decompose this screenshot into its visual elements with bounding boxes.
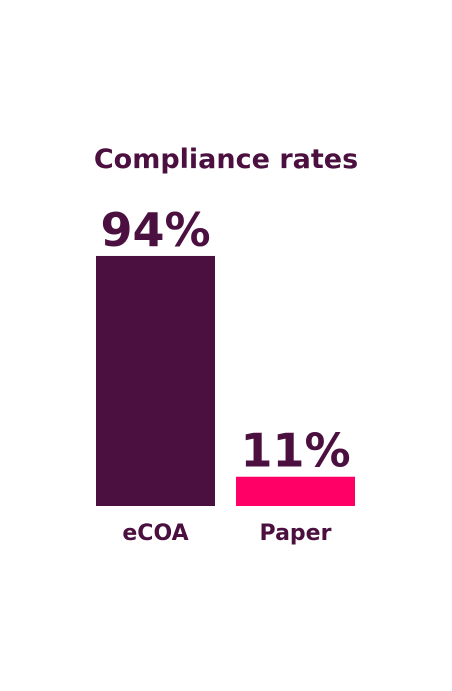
chart-title: Compliance rates	[94, 144, 358, 175]
value-labels-group: 94% 11%	[100, 203, 350, 478]
bar-paper	[236, 476, 355, 506]
value-label-paper: 11%	[240, 424, 350, 478]
bars-group	[96, 255, 355, 506]
category-labels-group: eCOA Paper	[122, 521, 331, 546]
value-label-ecoa: 94%	[100, 203, 210, 257]
category-label-paper: Paper	[260, 521, 332, 546]
bar-ecoa	[96, 255, 215, 506]
category-label-ecoa: eCOA	[122, 521, 188, 546]
